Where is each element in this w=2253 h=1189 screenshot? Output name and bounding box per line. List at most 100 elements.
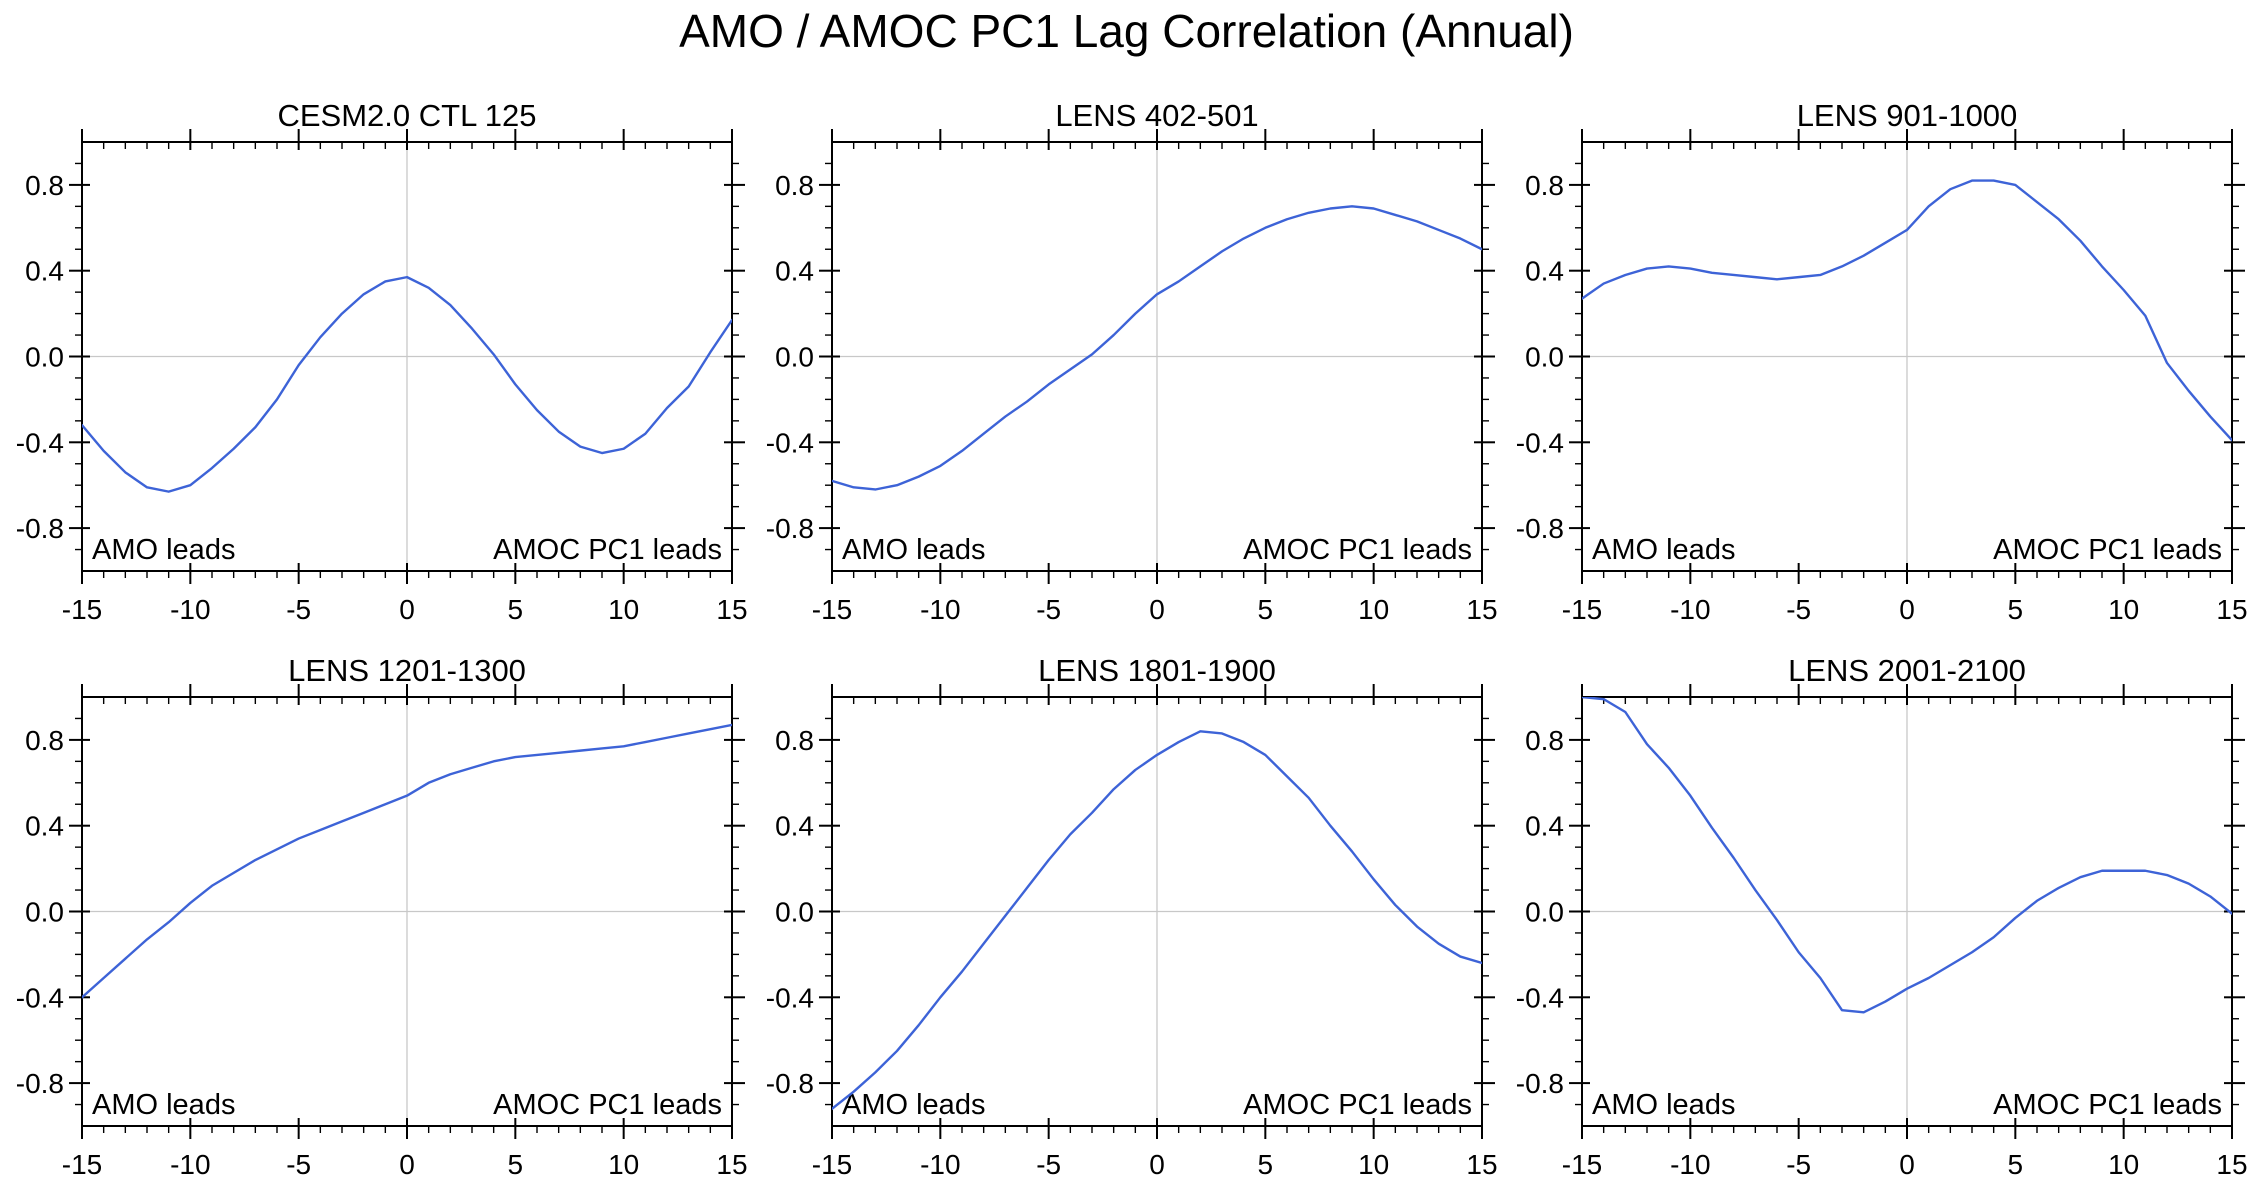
axis-ticks — [819, 684, 1495, 1139]
lag-correlation-curve — [1582, 697, 2232, 1014]
panel-title: LENS 402-501 — [1055, 98, 1258, 133]
y-tick-label: 0.4 — [25, 256, 64, 287]
x-tick-label: -10 — [170, 594, 210, 625]
x-tick-label: -10 — [920, 594, 960, 625]
x-tick-label: 15 — [1466, 1149, 1497, 1180]
y-tick-label: 0.4 — [1525, 256, 1564, 287]
x-tick-label: 5 — [1258, 1149, 1274, 1180]
x-tick-label: -5 — [1786, 594, 1811, 625]
x-tick-label: -5 — [286, 1149, 311, 1180]
x-tick-label: -10 — [1670, 594, 1710, 625]
y-tick-label: 0.8 — [775, 725, 814, 756]
panel-title: LENS 2001-2100 — [1788, 653, 2026, 688]
x-tick-label: -15 — [1562, 1149, 1602, 1180]
x-tick-label: 5 — [508, 594, 524, 625]
x-tick-label: 10 — [1358, 594, 1389, 625]
panel-lens-901-1000: LENS 901-1000 -15 -10 -5 0 5 10 15 -0.8 -0.4 0.0 0.… — [1516, 98, 2248, 625]
panel-lens-2001-2100: LENS 2001-2100 -15 -10 -5 0 5 10 15 -0.8 -0.4 0.0 0… — [1516, 653, 2248, 1180]
lag-correlation-curve — [1582, 179, 2232, 442]
amoc-pc1-leads-label: AMOC PC1 leads — [493, 534, 722, 566]
x-tick-label: -15 — [62, 1149, 102, 1180]
panel-lens-402-501: LENS 402-501 -15 -10 -5 0 5 10 15 -0.8 -0.4 0.0 0.4… — [766, 98, 1498, 625]
x-tick-label: -10 — [170, 1149, 210, 1180]
y-tick-label: 0.8 — [1525, 725, 1564, 756]
amoc-pc1-leads-label: AMOC PC1 leads — [1243, 1089, 1472, 1121]
y-tick-label: -0.4 — [1516, 982, 1564, 1013]
amoc-pc1-leads-label: AMOC PC1 leads — [1243, 534, 1472, 566]
x-tick-label: 0 — [399, 594, 415, 625]
x-tick-label: 15 — [2216, 1149, 2247, 1180]
x-tick-label: -15 — [62, 594, 102, 625]
y-tick-label: 0.8 — [775, 170, 814, 201]
plot-frame — [1581, 141, 2233, 572]
plot-frame — [831, 141, 1483, 572]
axis-ticks — [1569, 129, 2245, 584]
x-tick-label: 0 — [1149, 594, 1165, 625]
amo-leads-label: AMO leads — [842, 1089, 985, 1121]
x-tick-label: 10 — [608, 1149, 639, 1180]
y-tick-label: 0.4 — [775, 811, 814, 842]
plot-frame — [1581, 696, 2233, 1127]
amo-leads-label: AMO leads — [1592, 534, 1735, 566]
x-tick-label: 0 — [1149, 1149, 1165, 1180]
plot-frame — [81, 141, 733, 572]
axis-ticks — [69, 129, 745, 584]
y-tick-label: 0.0 — [25, 897, 64, 928]
x-tick-label: -5 — [1036, 1149, 1061, 1180]
panel-lens-1201-1300: LENS 1201-1300 -15 -10 -5 0 5 10 15 -0.8 -0.4 0.0 0… — [16, 653, 748, 1180]
panel-lens-1801-1900: LENS 1801-1900 -15 -10 -5 0 5 10 15 -0.8 -0.4 0.0 0… — [766, 653, 1498, 1180]
x-tick-label: 0 — [1899, 1149, 1915, 1180]
x-tick-label: -15 — [812, 1149, 852, 1180]
y-tick-label: 0.8 — [1525, 170, 1564, 201]
x-tick-label: -5 — [1036, 594, 1061, 625]
y-tick-label: 0.0 — [775, 342, 814, 373]
x-tick-label: 5 — [2008, 594, 2024, 625]
amo-leads-label: AMO leads — [92, 1089, 235, 1121]
y-tick-label: 0.4 — [775, 256, 814, 287]
panel-title: LENS 1801-1900 — [1038, 653, 1276, 688]
x-tick-label: 5 — [2008, 1149, 2024, 1180]
x-tick-label: 10 — [2108, 594, 2139, 625]
lag-correlation-curve — [832, 730, 1482, 1111]
amo-leads-label: AMO leads — [1592, 1089, 1735, 1121]
y-tick-label: 0.0 — [25, 342, 64, 373]
y-tick-label: 0.0 — [1525, 342, 1564, 373]
y-tick-label: 0.0 — [775, 897, 814, 928]
x-tick-label: 15 — [716, 1149, 747, 1180]
plot-frame — [831, 696, 1483, 1127]
x-tick-label: -5 — [286, 594, 311, 625]
x-tick-label: 5 — [1258, 594, 1274, 625]
amo-leads-label: AMO leads — [842, 534, 985, 566]
x-tick-label: 15 — [716, 594, 747, 625]
y-tick-label: -0.8 — [1516, 1068, 1564, 1099]
x-tick-label: 15 — [2216, 594, 2247, 625]
x-tick-label: 10 — [2108, 1149, 2139, 1180]
y-tick-label: -0.8 — [16, 1068, 64, 1099]
y-tick-label: -0.4 — [16, 982, 64, 1013]
amo-leads-label: AMO leads — [92, 534, 235, 566]
lag-correlation-curve — [82, 723, 732, 999]
amoc-pc1-leads-label: AMOC PC1 leads — [1993, 534, 2222, 566]
x-tick-label: -10 — [920, 1149, 960, 1180]
y-tick-label: 0.4 — [1525, 811, 1564, 842]
y-tick-label: -0.4 — [766, 427, 814, 458]
y-tick-label: -0.8 — [766, 513, 814, 544]
lag-correlation-curve — [82, 275, 732, 493]
y-tick-label: 0.8 — [25, 170, 64, 201]
y-tick-label: -0.4 — [1516, 427, 1564, 458]
plot-frame — [81, 696, 733, 1127]
amoc-pc1-leads-label: AMOC PC1 leads — [1993, 1089, 2222, 1121]
x-tick-label: -10 — [1670, 1149, 1710, 1180]
x-tick-label: 0 — [399, 1149, 415, 1180]
panel-title: LENS 1201-1300 — [288, 653, 526, 688]
panel-title: CESM2.0 CTL 125 — [277, 98, 536, 133]
amoc-pc1-leads-label: AMOC PC1 leads — [493, 1089, 722, 1121]
lag-correlation-curve — [832, 205, 1482, 491]
x-tick-label: 10 — [608, 594, 639, 625]
y-tick-label: -0.4 — [766, 982, 814, 1013]
x-tick-label: -5 — [1786, 1149, 1811, 1180]
y-tick-label: 0.0 — [1525, 897, 1564, 928]
x-tick-label: -15 — [1562, 594, 1602, 625]
x-tick-label: 0 — [1899, 594, 1915, 625]
